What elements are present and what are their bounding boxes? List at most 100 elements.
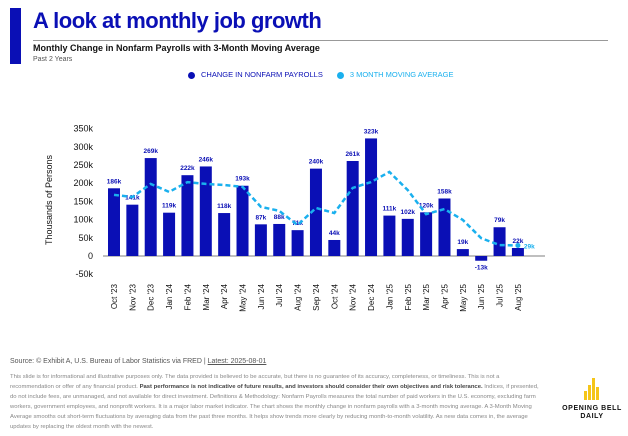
x-tick-label: Nov '23 xyxy=(128,283,137,310)
bar xyxy=(309,168,322,256)
bar xyxy=(401,218,414,256)
x-tick-label: Aug '24 xyxy=(294,283,303,310)
x-tick-label: Nov '24 xyxy=(349,283,358,310)
x-tick-label: Jul '25 xyxy=(496,283,505,306)
y-axis-title: Thousands of Persons xyxy=(44,154,54,245)
bar-data-label: 79k xyxy=(494,217,505,224)
bar-data-label: 120k xyxy=(419,202,434,209)
moving-average-line xyxy=(113,170,518,247)
x-tick-label: Jan '25 xyxy=(385,283,394,309)
chart-subtitle: Monthly Change in Nonfarm Payrolls with … xyxy=(33,43,320,53)
bar xyxy=(438,198,451,256)
bar xyxy=(511,247,524,256)
y-tick-label: 300k xyxy=(73,142,93,152)
legend-label: 3 MONTH MOVING AVERAGE xyxy=(349,70,454,79)
bar xyxy=(420,212,433,256)
x-tick-label: Dec '24 xyxy=(367,283,376,310)
bar-data-label: 44k xyxy=(329,230,340,237)
chart-period: Past 2 Years xyxy=(33,56,73,63)
bar-data-label: 118k xyxy=(217,203,231,210)
x-tick-label: Feb '24 xyxy=(183,283,192,310)
bar xyxy=(365,138,378,256)
x-tick-label: May '25 xyxy=(459,283,468,311)
bar xyxy=(328,239,341,256)
bar xyxy=(199,166,212,256)
bar xyxy=(346,160,359,256)
bar-data-label: 261k xyxy=(345,151,360,158)
y-tick-label: 200k xyxy=(73,178,93,188)
bar-data-label: 193k xyxy=(235,176,250,183)
bar xyxy=(126,204,139,256)
logo: OPENING BELL DAILY xyxy=(558,378,626,421)
bar-data-label: 246k xyxy=(199,156,214,163)
bar-data-label: 102k xyxy=(401,209,416,216)
bar-data-label: 186k xyxy=(107,178,122,185)
bar xyxy=(144,158,157,256)
bar-data-label: 119k xyxy=(162,203,176,210)
y-tick-label: 150k xyxy=(73,196,93,206)
legend: CHANGE IN NONFARM PAYROLLS 3 MONTH MOVIN… xyxy=(188,70,453,79)
bar-chart-logo-icon xyxy=(584,378,599,400)
source-text: Source: © Exhibit A, U.S. Bureau of Labo… xyxy=(10,358,208,365)
bar-data-label: -13k xyxy=(475,265,488,272)
moving-average-end-point xyxy=(515,242,521,248)
bar xyxy=(493,227,506,256)
legend-dot-icon xyxy=(336,71,344,79)
bar-data-label: 323k xyxy=(364,128,379,135)
bar xyxy=(475,256,488,261)
x-tick-label: Aug '25 xyxy=(514,283,523,310)
chart: Thousands of Persons -50k 0 50k 100k 150k 200… xyxy=(44,124,545,312)
bar-data-label: 88k xyxy=(274,214,285,221)
x-tick-label: Apr '24 xyxy=(220,283,229,309)
x-tick-label: Jun '25 xyxy=(477,283,486,309)
logo-text: OPENING BELL xyxy=(562,405,622,412)
x-tick-label: Mar '24 xyxy=(202,283,211,310)
legend-label: CHANGE IN NONFARM PAYROLLS xyxy=(201,70,323,79)
latest-link[interactable]: Latest: 2025-08-01 xyxy=(207,358,267,365)
bar xyxy=(291,230,304,256)
bar-data-label: 158k xyxy=(437,188,452,195)
y-tick-label: 0 xyxy=(88,251,93,261)
legend-dot-icon xyxy=(188,71,195,79)
moving-average-end-label: 29k xyxy=(524,243,535,250)
y-tick-label: 250k xyxy=(73,160,93,170)
title-divider xyxy=(33,40,608,41)
title-accent-bar xyxy=(10,8,21,64)
bar xyxy=(383,215,396,256)
disclaimer-bold: Past performance is not indicative of fu… xyxy=(139,384,483,390)
x-tick-label: Sep '24 xyxy=(312,283,321,310)
x-tick-label: Jul '24 xyxy=(275,283,284,306)
bar-data-label: 87k xyxy=(255,214,266,221)
x-tick-label: Jan '24 xyxy=(165,283,174,309)
bar-data-label: 22k xyxy=(512,238,523,245)
disclaimer-text: This slide is for informational and illu… xyxy=(10,374,500,390)
bar-data-label: 71k xyxy=(292,220,303,227)
bar-data-label: 222k xyxy=(180,165,195,172)
bar-data-label: 111k xyxy=(383,206,397,213)
bar xyxy=(236,185,249,256)
bar-data-label: 19k xyxy=(457,239,468,246)
bar xyxy=(218,213,231,256)
x-tick-label: Oct '23 xyxy=(110,283,119,309)
x-tick-label: May '24 xyxy=(239,283,248,311)
y-tick-label: 100k xyxy=(73,215,93,225)
disclaimer-text: Indices, if presented, do not include fe… xyxy=(10,384,539,430)
y-tick-label: -50k xyxy=(75,269,93,279)
bar-data-label: 269k xyxy=(143,148,158,155)
page-title: A look at monthly job growth xyxy=(33,8,322,33)
x-tick-label: Oct '24 xyxy=(330,283,339,309)
bar xyxy=(181,175,194,256)
source: Source: © Exhibit A, U.S. Bureau of Labo… xyxy=(10,358,266,365)
legend-item-payrolls: CHANGE IN NONFARM PAYROLLS xyxy=(188,70,323,79)
bar xyxy=(163,212,176,256)
disclaimer: This slide is for informational and illu… xyxy=(10,372,540,432)
x-tick-label: Feb '25 xyxy=(404,283,413,310)
x-tick-label: Jun '24 xyxy=(257,283,266,309)
y-tick-label: 350k xyxy=(73,124,93,134)
bar xyxy=(456,249,469,256)
legend-item-moving-average: 3 MONTH MOVING AVERAGE xyxy=(336,70,454,79)
bar xyxy=(108,188,120,256)
bar xyxy=(254,224,267,256)
x-tick-label: Apr '25 xyxy=(440,283,449,309)
bar-data-label: 240k xyxy=(309,159,324,166)
